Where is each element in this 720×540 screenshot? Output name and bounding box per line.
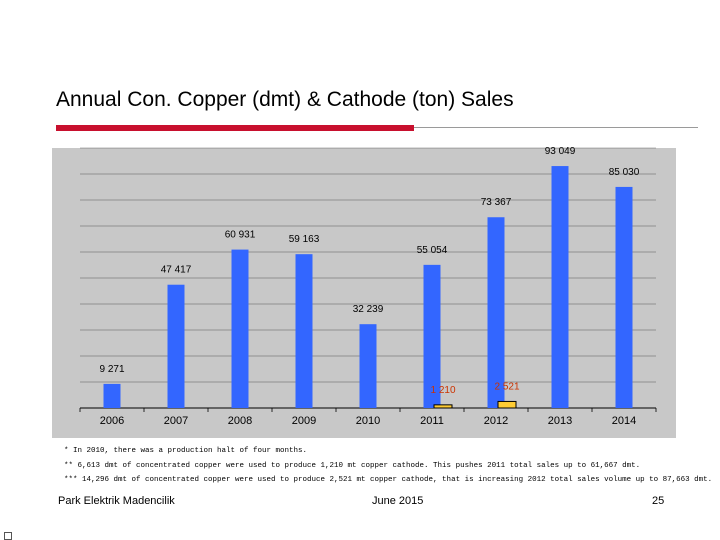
data-label: 47 417 bbox=[161, 265, 192, 276]
data-label: 60 931 bbox=[225, 230, 256, 241]
data-label: 73 367 bbox=[481, 197, 512, 208]
data-label: 93 049 bbox=[545, 146, 576, 157]
data-label: 59 163 bbox=[289, 234, 320, 245]
data-label-cathode: 1 210 bbox=[430, 385, 455, 396]
x-tick-label: 2010 bbox=[356, 415, 380, 427]
footer-company: Park Elektrik Madencilik bbox=[58, 495, 175, 507]
bar-concentrate bbox=[295, 254, 313, 408]
x-tick-label: 2008 bbox=[228, 415, 252, 427]
x-tick-label: 2012 bbox=[484, 415, 508, 427]
data-label-cathode: 2 521 bbox=[494, 381, 519, 392]
title-underline-rule bbox=[414, 127, 698, 128]
x-tick-label: 2009 bbox=[292, 415, 316, 427]
bar-concentrate bbox=[423, 264, 441, 408]
x-tick-label: 2006 bbox=[100, 415, 124, 427]
bar-concentrate bbox=[167, 284, 185, 408]
page-number: 25 bbox=[652, 495, 665, 507]
bar-concentrate bbox=[359, 324, 377, 408]
footnote-3: *** 14,296 dmt of concentrated copper we… bbox=[64, 476, 713, 484]
x-tick-label: 2007 bbox=[164, 415, 188, 427]
bar-cathode bbox=[497, 400, 517, 409]
bar-concentrate bbox=[487, 217, 505, 408]
footnote-1: * In 2010, there was a production halt o… bbox=[64, 447, 308, 455]
bar-concentrate bbox=[103, 383, 121, 408]
data-label: 85 030 bbox=[609, 167, 640, 178]
title-underline-accent bbox=[56, 125, 414, 131]
x-tick-label: 2014 bbox=[612, 415, 636, 427]
data-label: 32 239 bbox=[353, 304, 384, 315]
bar-concentrate bbox=[231, 249, 249, 408]
data-label: 9 271 bbox=[99, 364, 124, 375]
data-label: 55 054 bbox=[417, 245, 448, 256]
bar-concentrate bbox=[551, 166, 569, 408]
bar-concentrate bbox=[615, 186, 633, 408]
slide-title: Annual Con. Copper (dmt) & Cathode (ton)… bbox=[56, 88, 514, 111]
footnote-2: ** 6,613 dmt of concentrated copper were… bbox=[64, 462, 641, 470]
x-tick-label: 2013 bbox=[548, 415, 572, 427]
footer-date: June 2015 bbox=[372, 495, 424, 507]
slide-corner-marker bbox=[4, 532, 12, 540]
bar-cathode bbox=[433, 404, 453, 409]
x-tick-label: 2011 bbox=[420, 415, 444, 427]
